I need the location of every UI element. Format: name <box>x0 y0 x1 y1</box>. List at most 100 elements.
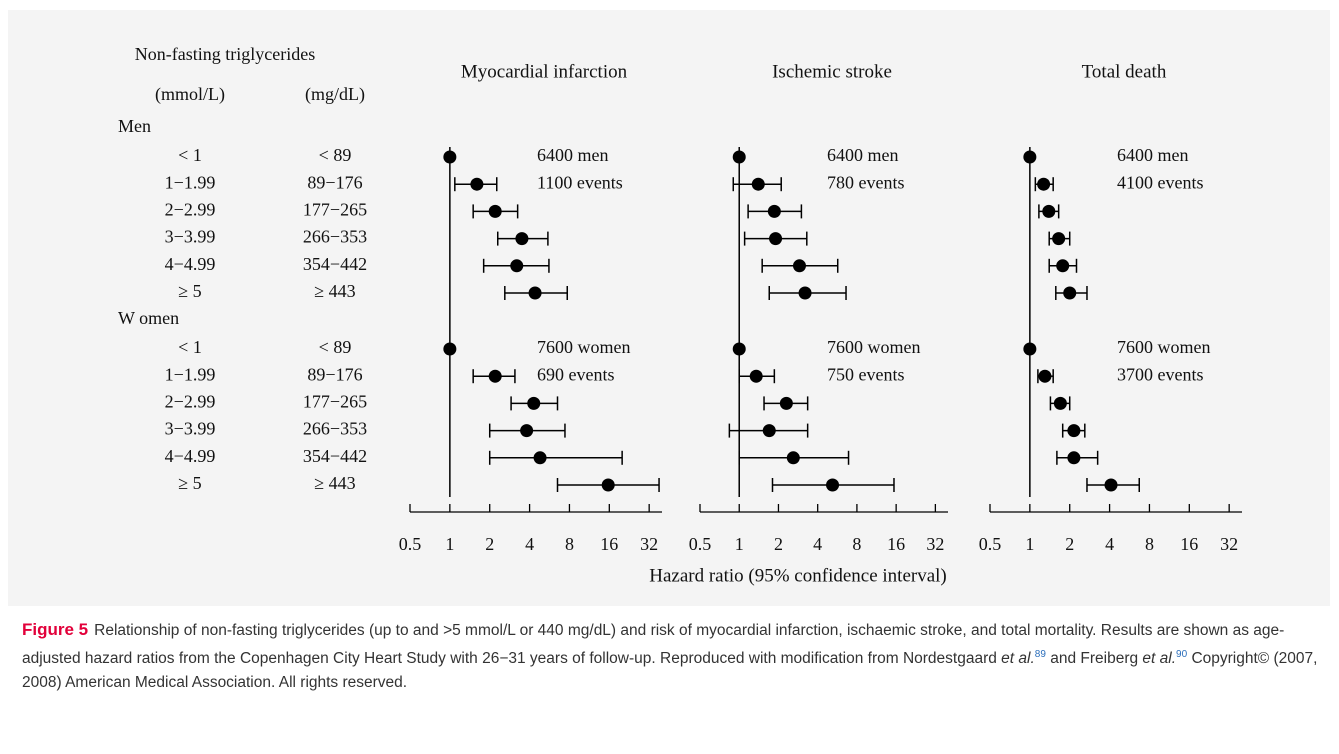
row-label: 89−176 <box>307 364 362 384</box>
row-label: 3−3.99 <box>165 419 216 439</box>
x-tick-label: 0.5 <box>689 534 712 554</box>
x-tick-label: 1 <box>1025 534 1034 554</box>
point-estimate <box>798 286 812 300</box>
row-label: 89−176 <box>307 172 362 192</box>
annotation: 4100 events <box>1117 172 1203 192</box>
row-label: 1−1.99 <box>165 172 216 192</box>
x-tick-label: 2 <box>1065 534 1074 554</box>
point-estimate <box>533 451 547 465</box>
annotation: 690 events <box>537 364 614 384</box>
annotation: 6400 men <box>1117 145 1189 165</box>
x-tick-label: 8 <box>1145 534 1154 554</box>
point-estimate <box>515 232 529 246</box>
x-tick-label: 1 <box>445 534 454 554</box>
row-label: 4−4.99 <box>165 446 216 466</box>
panel-title: Myocardial infarction <box>461 61 628 82</box>
point-estimate <box>826 478 840 492</box>
x-tick-label: 4 <box>525 534 534 554</box>
caption-text: Copyright© (2007, 2008) American Medical… <box>22 650 1318 692</box>
caption-text: and Freiberg <box>1045 650 1143 668</box>
annotation: 7600 women <box>827 337 921 357</box>
annotation: 3700 events <box>1117 364 1203 384</box>
row-label: < 89 <box>319 145 352 165</box>
point-estimate <box>1042 204 1056 218</box>
point-estimate <box>470 177 484 191</box>
point-estimate <box>1067 451 1081 465</box>
point-estimate <box>762 424 776 438</box>
x-tick-label: 1 <box>735 534 744 554</box>
row-label: 4−4.99 <box>165 254 216 274</box>
group-label: W omen <box>118 308 179 328</box>
point-estimate <box>443 342 457 356</box>
row-label: < 1 <box>178 145 202 165</box>
annotation: 7600 women <box>1117 337 1211 357</box>
group-label: Men <box>118 116 151 136</box>
x-tick-label: 16 <box>887 534 905 554</box>
point-estimate <box>1104 478 1118 492</box>
panel-title: Total death <box>1082 61 1167 82</box>
column-header: (mmol/L) <box>155 84 225 105</box>
point-estimate <box>1056 259 1070 273</box>
row-label: 266−353 <box>303 419 367 439</box>
caption: Figure 5 Relationship of non-fasting trig… <box>22 618 1322 695</box>
row-label: 354−442 <box>303 446 367 466</box>
point-estimate <box>1063 286 1077 300</box>
row-label: < 1 <box>178 337 202 357</box>
caption-label: Figure 5 <box>22 620 89 639</box>
row-label: 177−265 <box>303 200 367 220</box>
point-estimate <box>1023 342 1037 356</box>
point-estimate <box>443 150 457 164</box>
point-estimate <box>488 204 502 218</box>
point-estimate <box>749 369 763 383</box>
point-estimate <box>601 478 615 492</box>
x-tick-label: 16 <box>600 534 618 554</box>
column-header: (mg/dL) <box>305 84 365 105</box>
x-tick-label: 0.5 <box>979 534 1002 554</box>
x-tick-label: 32 <box>926 534 944 554</box>
point-estimate <box>528 286 542 300</box>
point-estimate <box>1052 232 1066 246</box>
citation: 89 <box>1034 649 1046 660</box>
point-estimate <box>769 232 783 246</box>
point-estimate <box>1067 424 1081 438</box>
point-estimate <box>792 259 806 273</box>
annotation: 6400 men <box>827 145 899 165</box>
x-tick-label: 4 <box>813 534 822 554</box>
point-estimate <box>751 177 765 191</box>
x-tick-label: 0.5 <box>399 534 422 554</box>
annotation: 750 events <box>827 364 904 384</box>
row-label: ≥ 443 <box>314 281 355 301</box>
point-estimate <box>779 396 793 410</box>
annotation: 1100 events <box>537 172 623 192</box>
x-tick-label: 2 <box>485 534 494 554</box>
point-estimate <box>520 424 534 438</box>
row-label: ≥ 443 <box>314 473 355 493</box>
point-estimate <box>1023 150 1037 164</box>
point-estimate <box>732 342 746 356</box>
chart: Non-fasting triglycerides (mmol/L) (mg/d… <box>118 44 1242 586</box>
point-estimate <box>1037 177 1051 191</box>
point-estimate <box>527 396 541 410</box>
caption-text: et al. <box>1001 650 1035 668</box>
x-axis-label: Hazard ratio (95% confidence interval) <box>649 565 947 586</box>
row-label: ≥ 5 <box>178 281 201 301</box>
x-tick-label: 8 <box>852 534 861 554</box>
row-label: 266−353 <box>303 227 367 247</box>
annotation: 7600 women <box>537 337 631 357</box>
row-label: 2−2.99 <box>165 392 216 412</box>
row-label: 3−3.99 <box>165 227 216 247</box>
caption-text: Relationship of non-fasting triglyceride… <box>22 622 1285 668</box>
row-label: 2−2.99 <box>165 200 216 220</box>
x-tick-label: 16 <box>1180 534 1198 554</box>
point-estimate <box>488 369 502 383</box>
point-estimate <box>510 259 524 273</box>
row-label: 1−1.99 <box>165 364 216 384</box>
row-label: 177−265 <box>303 392 367 412</box>
x-tick-label: 32 <box>640 534 658 554</box>
x-tick-label: 4 <box>1105 534 1114 554</box>
point-estimate <box>786 451 800 465</box>
row-label: < 89 <box>319 337 352 357</box>
annotation: 780 events <box>827 172 904 192</box>
point-estimate <box>1053 396 1067 410</box>
